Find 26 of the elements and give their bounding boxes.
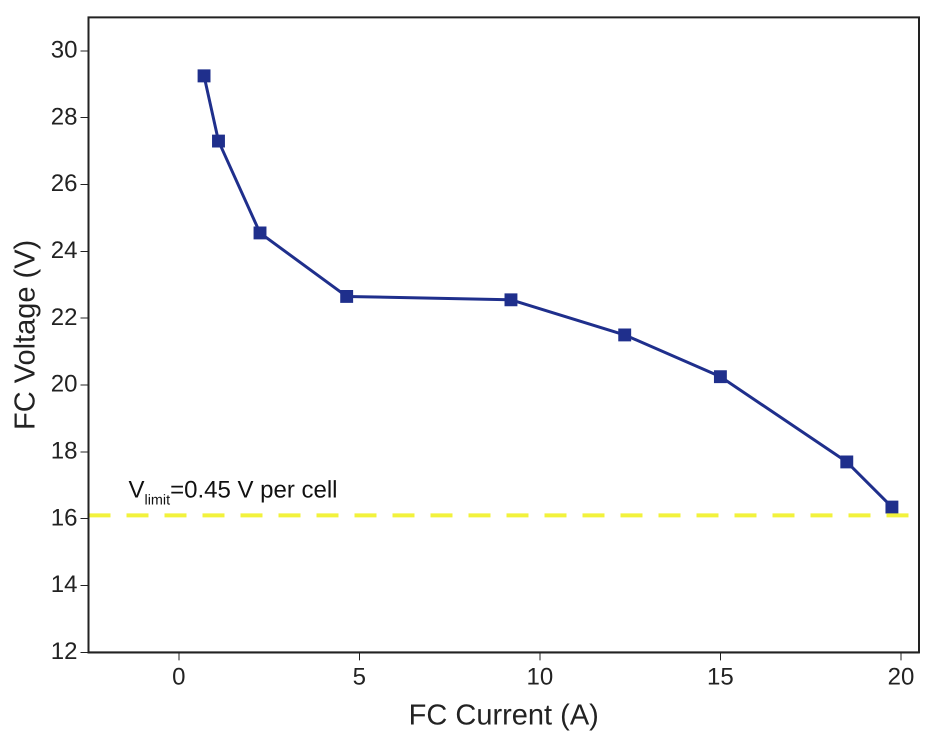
- y-tick-label: 30: [50, 36, 78, 64]
- x-tick-label: 0: [172, 663, 186, 690]
- point: [885, 500, 898, 514]
- x-tick-label: 15: [707, 663, 734, 690]
- point: [504, 293, 518, 306]
- x-tick-label: 20: [888, 663, 914, 690]
- point: [840, 455, 854, 468]
- y-tick-label: 26: [50, 170, 78, 198]
- y-tick-label: 22: [50, 304, 78, 331]
- point: [212, 134, 225, 148]
- x-axis-title: FC Current (A): [408, 700, 599, 732]
- y-tick-label: 14: [50, 571, 78, 598]
- x-tick-label: 5: [352, 663, 366, 690]
- x-tick-label: 10: [526, 663, 554, 690]
- y-tick-label: 12: [50, 638, 78, 666]
- point: [340, 290, 354, 303]
- point: [714, 370, 727, 384]
- point: [198, 69, 210, 82]
- point: [254, 226, 266, 240]
- y-tick-label: 28: [50, 103, 78, 130]
- y-tick-label: 18: [50, 438, 78, 464]
- y-axis-title: FC Voltage (V): [9, 240, 42, 430]
- y-tick-label: 16: [50, 504, 78, 532]
- y-tick-label: 24: [50, 236, 78, 264]
- point: [618, 328, 632, 342]
- y-tick-label: 20: [50, 370, 78, 398]
